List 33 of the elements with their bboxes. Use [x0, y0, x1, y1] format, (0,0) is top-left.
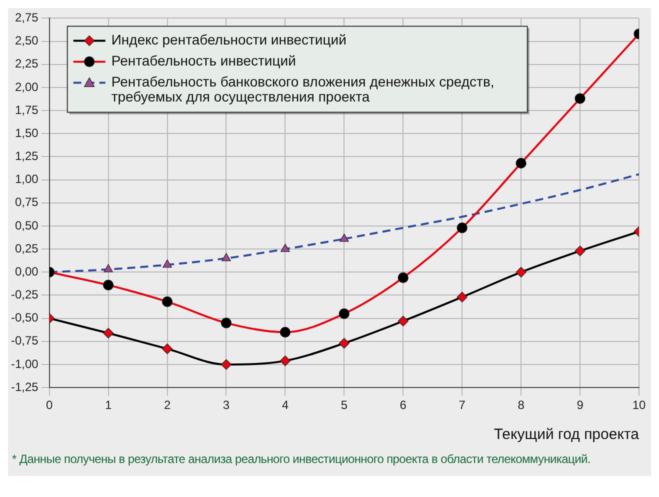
- y-tick-label: -1,00: [10, 356, 39, 371]
- x-tick-label: 5: [340, 398, 348, 412]
- x-tick-label: 2: [164, 398, 171, 412]
- y-tick-label: 1,00: [14, 172, 39, 186]
- x-tick-label: 1: [104, 398, 112, 412]
- y-tick-label: -0,25: [10, 288, 39, 302]
- y-tick-label: 1,75: [14, 102, 39, 117]
- y-tick-label: 2,00: [14, 80, 39, 94]
- legend-label: Рентабельность банковского вложения денежных средств, требуемых для осуществления проекта: [111, 74, 494, 105]
- y-tick-label: 2,25: [14, 56, 39, 71]
- y-tick-label: 0,25: [14, 241, 39, 256]
- x-axis-title: Текущий год проекта: [494, 426, 640, 444]
- y-tick-label: 0,75: [14, 195, 39, 210]
- x-tick-label: 7: [458, 398, 466, 412]
- x-tick-label: 8: [518, 398, 525, 412]
- x-tick-label: 0: [46, 398, 54, 412]
- x-tick-label: 10: [632, 398, 646, 412]
- y-tick-label: -1,25: [10, 380, 39, 394]
- x-tick-label: 6: [400, 398, 407, 412]
- y-tick-label: 1,50: [14, 126, 39, 140]
- y-tick-label: 1,25: [14, 149, 39, 164]
- x-tick-label: 3: [222, 398, 230, 412]
- y-tick-label: 2,50: [14, 34, 39, 48]
- text: * Данные получены в результате анализа реального инвестиционного проекта в области телекоммуникаций.: [11, 451, 592, 468]
- y-tick-label: -0,50: [10, 310, 39, 325]
- legend-label: Рентабельность инвестиций: [111, 52, 296, 69]
- y-tick-label: 0,00: [14, 264, 39, 278]
- x-tick-label: 9: [576, 398, 584, 412]
- y-tick-label: 0,50: [14, 218, 39, 232]
- y-tick-label: -0,75: [10, 334, 39, 348]
- x-tick-label: 4: [282, 398, 289, 412]
- legend-label: Индекс рентабельности инвестиций: [111, 32, 346, 48]
- y-tick-label: 2,75: [14, 10, 39, 25]
